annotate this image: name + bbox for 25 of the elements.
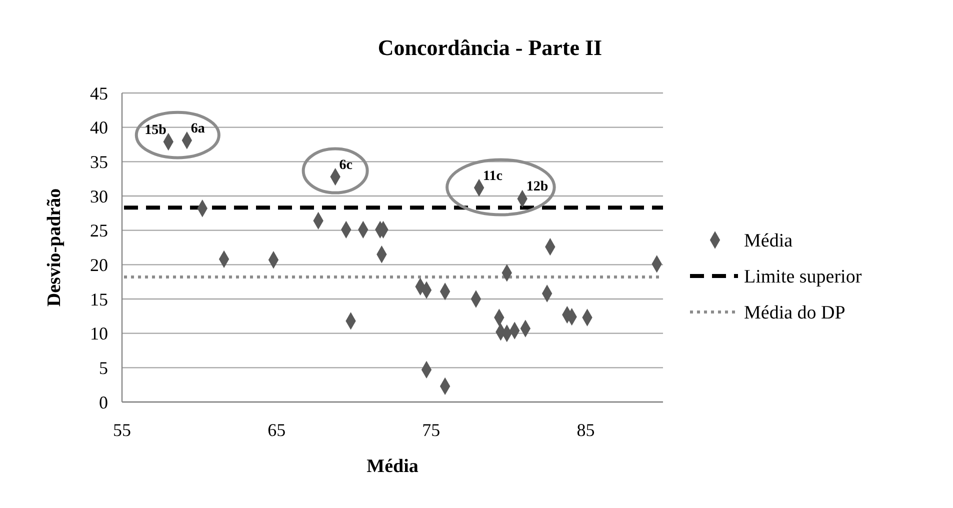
y-tick-label: 10 (90, 324, 108, 344)
annotation: 11c (483, 168, 503, 184)
x-tick-label: 75 (422, 420, 440, 440)
y-tick-label: 25 (90, 220, 108, 241)
legend-label: Limite superior (744, 266, 862, 288)
y-tick-label: 40 (90, 118, 108, 138)
y-tick-label: 45 (90, 83, 108, 104)
x-axis-title: Média (366, 456, 419, 477)
x-tick-label: 65 (268, 420, 286, 440)
legend-label: Média (744, 230, 794, 252)
y-axis-title: Desvio-padrão (44, 188, 65, 307)
y-tick-label: 15 (90, 289, 108, 310)
y-tick-label: 35 (90, 152, 108, 172)
annotation: 12b (526, 180, 548, 195)
annotation: 6a (190, 121, 205, 136)
annotation: 6c (339, 158, 353, 173)
x-tick-label: 55 (113, 420, 131, 440)
chart-title: Concordância - Parte II (378, 35, 602, 60)
y-tick-label: 30 (90, 186, 108, 206)
legend-label: Média do DP (744, 302, 846, 324)
y-tick-label: 0 (99, 392, 108, 412)
x-tick-label: 85 (576, 420, 595, 440)
y-tick-label: 5 (99, 358, 108, 378)
annotation: 15b (144, 122, 167, 138)
y-tick-label: 20 (90, 254, 108, 275)
